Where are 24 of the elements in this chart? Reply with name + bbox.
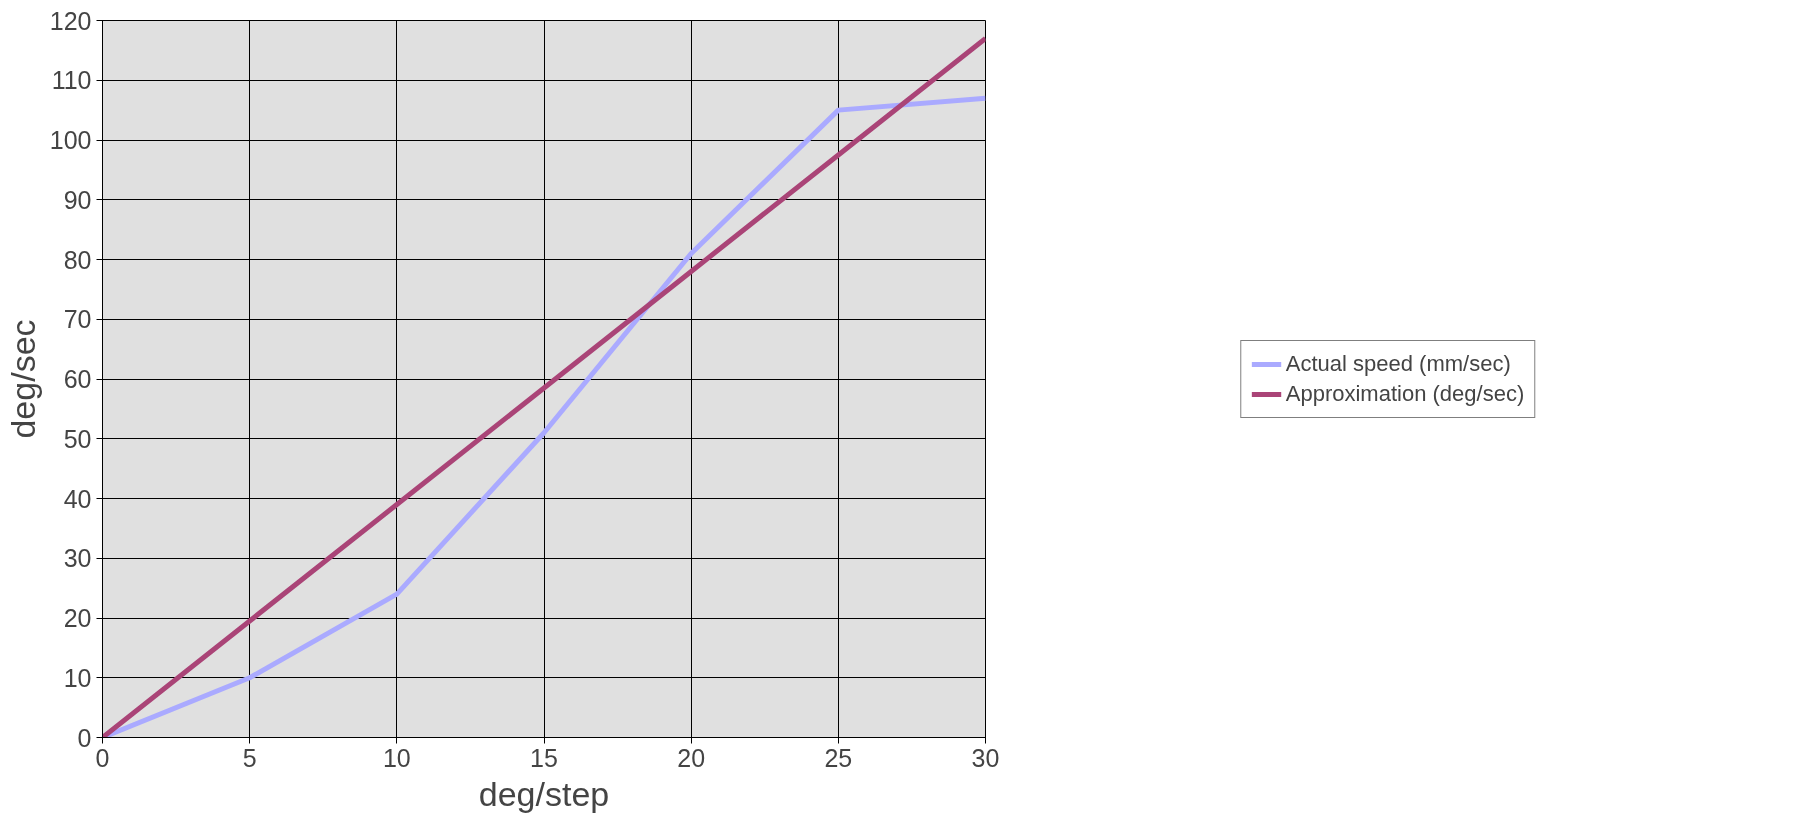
y-tick-label: 100: [49, 126, 92, 154]
y-tick-label: 120: [49, 6, 92, 35]
legend-label: Actual speed (mm/sec): [1285, 350, 1511, 377]
x-tick-label: 20: [677, 743, 706, 772]
x-tick-label: 5: [242, 743, 257, 772]
x-tick-label: 0: [95, 743, 110, 772]
y-tick-label: 80: [63, 245, 92, 274]
x-axis-title: deg/step: [478, 774, 610, 813]
y-tick-label: 40: [63, 484, 92, 513]
x-tick-label: 10: [382, 743, 411, 772]
y-tick-label: 10: [63, 663, 92, 692]
legend-label: Approximation (deg/sec): [1285, 380, 1525, 407]
y-tick-label: 0: [77, 723, 92, 752]
y-axis-title: deg/sec: [3, 319, 42, 439]
y-tick-label: 60: [63, 365, 92, 393]
y-tick-label: 70: [63, 305, 92, 334]
x-tick-label: 25: [824, 743, 853, 772]
x-tick-label: 15: [530, 743, 558, 772]
y-tick-label: 90: [63, 185, 92, 214]
y-tick-label: 30: [63, 544, 92, 573]
y-tick-label: 110: [51, 66, 92, 95]
y-tick-label: 20: [63, 604, 92, 632]
y-tick-label: 50: [63, 424, 92, 453]
x-tick-label: 30: [971, 743, 1000, 772]
